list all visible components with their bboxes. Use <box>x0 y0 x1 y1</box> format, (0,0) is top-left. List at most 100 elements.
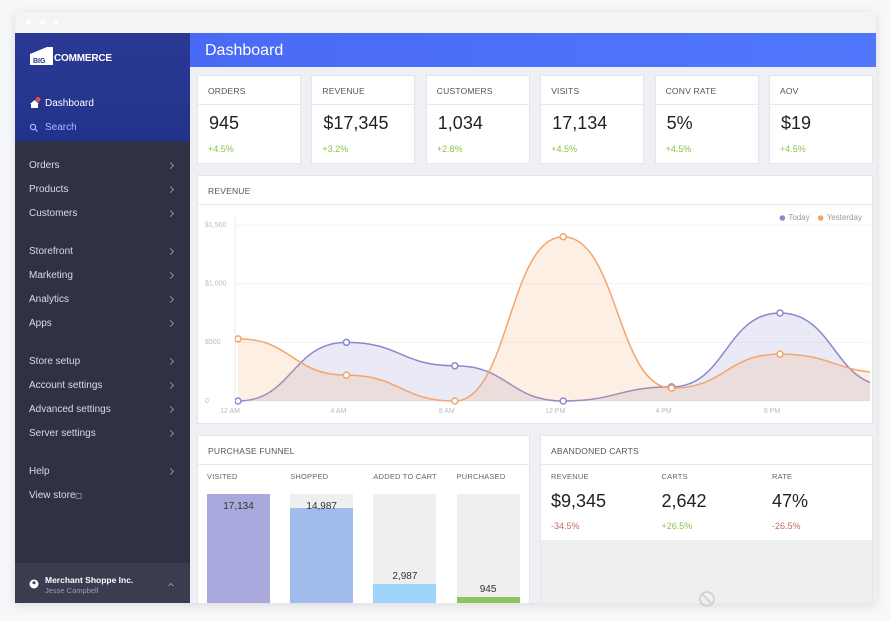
stage-label: ADDED TO CART <box>373 472 437 481</box>
stat-card: CONV RATE 5% +4.5% <box>654 75 759 164</box>
stat-label: CUSTOMERS <box>436 86 493 96</box>
nav-item[interactable]: Products <box>29 184 69 195</box>
nav-item[interactable]: Server settings <box>29 428 96 439</box>
sidebar-nav <box>15 141 190 563</box>
stat-change: +4.5% <box>208 144 234 154</box>
browser-window: Dashboard COMMERCE Dashboard Search Orders P… <box>15 12 876 603</box>
point-marker <box>342 371 351 379</box>
nav-item[interactable]: Analytics <box>29 294 70 305</box>
point-marker <box>451 362 459 370</box>
legend-swatch <box>779 215 786 221</box>
stat-value: $17,345 <box>323 113 389 133</box>
search-icon <box>29 123 37 131</box>
stat-card: VISITS 17,134 +4.5% <box>540 75 645 164</box>
stat-value: 17,134 <box>552 113 608 133</box>
stage-value: 17,134 <box>223 501 254 512</box>
abandoned-panel: ABANDONED CARTS REVENUE $9,345 -34.5% CARTS 2… <box>540 435 873 603</box>
stat-value: 5% <box>666 113 693 133</box>
x-tick-label: 8 AM <box>439 408 455 415</box>
plot <box>235 232 891 405</box>
point-marker <box>667 384 676 392</box>
point-marker <box>559 397 567 405</box>
metric-value: 47% <box>772 491 809 511</box>
search-icon <box>34 128 38 132</box>
funnel-bar <box>290 507 354 603</box>
point-marker <box>235 335 242 343</box>
account-name: Merchant Shoppe Inc. <box>45 575 134 585</box>
page-header: Dashboard <box>190 33 876 67</box>
panel-title: ABANDONED CARTS <box>551 446 639 456</box>
funnel-bar <box>207 494 270 603</box>
panel-title: PURCHASE FUNNEL <box>208 446 295 456</box>
window-dot <box>53 20 58 25</box>
nav-item[interactable]: Apps <box>29 318 52 329</box>
revenue-panel: REVENUE <box>197 175 873 424</box>
x-tick-label: 12 AM <box>220 408 240 415</box>
nav-item[interactable]: Customers <box>29 208 78 219</box>
nav-item[interactable]: Store setup <box>29 356 81 367</box>
nav-item[interactable]: Storefront <box>29 246 73 257</box>
window-dot <box>26 20 31 25</box>
divider <box>198 464 529 465</box>
header-title: Dashboard <box>205 42 284 59</box>
divider <box>198 204 872 205</box>
avatar-icon <box>32 581 36 585</box>
divider <box>770 104 872 105</box>
title-bar <box>15 12 876 33</box>
legend-label: Today <box>788 213 809 222</box>
stat-label: CONV RATE <box>665 86 717 96</box>
external-link-icon <box>75 493 82 499</box>
nav-item[interactable]: Marketing <box>29 270 73 281</box>
nav-item[interactable]: Account settings <box>29 380 103 391</box>
top-nav-item[interactable]: Search <box>45 122 77 133</box>
stat-value: $19 <box>781 113 812 133</box>
x-tick-label: 8 PM <box>764 408 781 415</box>
stat-label: VISITS <box>551 86 580 96</box>
metric-label: RATE <box>772 472 793 481</box>
divider <box>198 104 300 105</box>
account-user: Jesse Campbell <box>45 586 99 595</box>
stage-label: VISITED <box>207 472 238 481</box>
stat-change: +3.2% <box>322 144 349 154</box>
metric-value: $9,345 <box>551 491 607 511</box>
point-marker <box>776 350 784 358</box>
point-marker <box>776 309 784 317</box>
sidebar-account[interactable] <box>15 563 190 603</box>
notification-badge <box>35 97 41 102</box>
chevron-up <box>168 582 174 587</box>
stat-card: CUSTOMERS 1,034 +2.8% <box>425 75 530 164</box>
window-dot <box>40 20 45 25</box>
metric-label: REVENUE <box>551 472 589 481</box>
funnel-bar <box>456 596 520 603</box>
metric-value: 2,642 <box>661 491 707 511</box>
y-tick-label: $1,000 <box>205 281 227 288</box>
stage-label: PURCHASED <box>456 472 506 481</box>
stat-change: +4.5% <box>780 144 806 154</box>
stage-value: 2,987 <box>392 570 418 582</box>
x-tick-label: 12 PM <box>545 408 565 415</box>
point-marker <box>885 370 891 376</box>
divider <box>312 104 415 105</box>
x-tick-label: 4 PM <box>655 408 672 415</box>
nav-item[interactable]: View store <box>29 490 76 501</box>
nav-item[interactable]: Help <box>29 466 50 477</box>
logo-text: COMMERCE <box>54 53 112 64</box>
nav-item[interactable]: Advanced settings <box>29 404 111 415</box>
stat-label: ORDERS <box>208 86 246 96</box>
stage-value: 945 <box>479 583 497 595</box>
stage-value: 14,987 <box>306 501 337 512</box>
divider <box>655 104 758 105</box>
stat-change: +2.8% <box>436 144 463 154</box>
stat-label: AOV <box>780 86 799 96</box>
stat-label: REVENUE <box>322 86 365 96</box>
stat-change: +4.5% <box>665 144 692 154</box>
point-marker <box>235 397 242 405</box>
panel-title: REVENUE <box>208 186 251 196</box>
top-nav-item[interactable]: Dashboard <box>45 98 94 109</box>
divider <box>541 104 644 105</box>
nav-item[interactable]: Orders <box>29 160 60 171</box>
stat-value: 1,034 <box>437 113 483 133</box>
